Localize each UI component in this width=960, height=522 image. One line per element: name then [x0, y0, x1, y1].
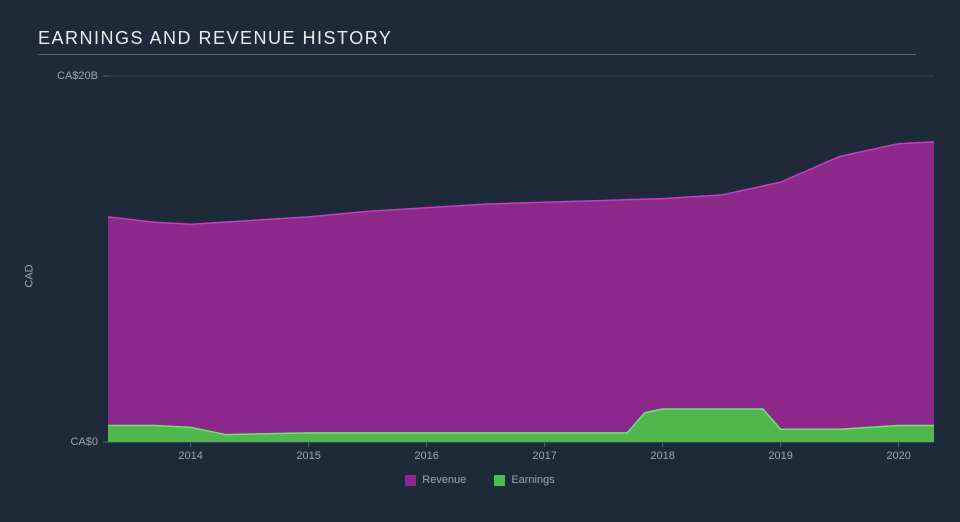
y-tick-label: CA$20B: [57, 70, 98, 82]
x-tick-label: 2019: [768, 450, 792, 462]
x-tick-label: 2014: [178, 450, 202, 462]
legend-swatch: [494, 475, 505, 486]
chart-title: EARNINGS AND REVENUE HISTORY: [38, 28, 392, 49]
x-tick-label: 2017: [532, 450, 556, 462]
y-tick-label: CA$0: [70, 436, 98, 448]
legend-swatch: [405, 475, 416, 486]
y-axis-label: CAD: [24, 264, 36, 287]
x-tick-label: 2018: [650, 450, 674, 462]
x-tick-label: 2015: [296, 450, 320, 462]
x-tick-label: 2020: [886, 450, 910, 462]
chart-svg: [108, 76, 934, 442]
legend-label: Earnings: [511, 474, 554, 486]
chart-container: EARNINGS AND REVENUE HISTORY CAD Revenue…: [0, 0, 960, 522]
legend-item-revenue: Revenue: [405, 474, 466, 486]
legend-label: Revenue: [422, 474, 466, 486]
plot-area: [108, 76, 934, 442]
chart-legend: Revenue Earnings: [0, 474, 960, 486]
chart-title-underline: [38, 54, 916, 55]
series-area-revenue: [108, 142, 934, 442]
legend-item-earnings: Earnings: [494, 474, 554, 486]
x-tick-label: 2016: [414, 450, 438, 462]
